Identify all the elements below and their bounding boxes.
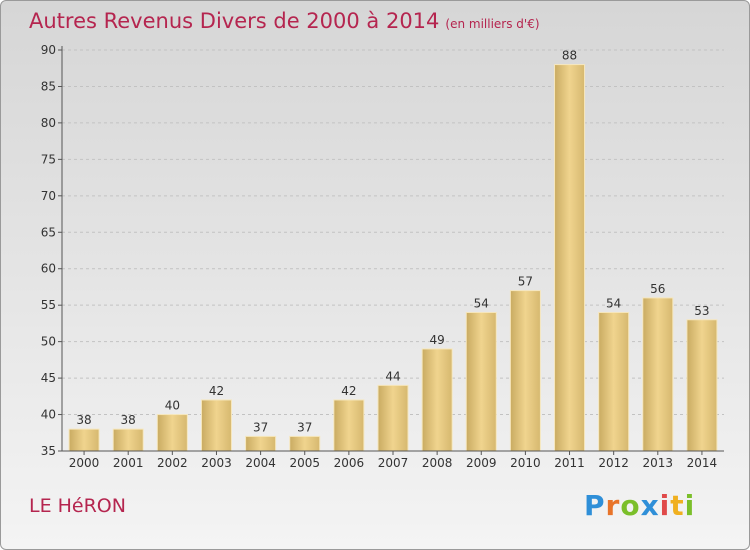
bar <box>509 290 541 452</box>
bar <box>289 435 321 452</box>
data-label: 40 <box>165 399 180 413</box>
x-tick-label: 2004 <box>245 456 276 470</box>
x-tick-label: 2007 <box>378 456 409 470</box>
unit-text: (en milliers d'€) <box>445 17 540 31</box>
title-text: Autres Revenus Divers de 2000 à 2014 <box>29 9 440 33</box>
data-label: 54 <box>474 296 489 310</box>
bar <box>686 319 718 452</box>
x-tick-label: 2001 <box>113 456 144 470</box>
y-tick-label: 85 <box>41 79 56 93</box>
bar <box>200 399 232 452</box>
x-tick-label: 2008 <box>422 456 453 470</box>
x-tick-label: 2005 <box>289 456 320 470</box>
x-tick-label: 2014 <box>687 456 718 470</box>
y-tick-label: 35 <box>41 444 56 458</box>
logo-letter: i <box>684 489 696 522</box>
x-tick-label: 2002 <box>157 456 188 470</box>
chart-title: Autres Revenus Divers de 2000 à 2014 (en … <box>29 9 540 33</box>
y-tick-label: 75 <box>41 152 56 166</box>
logo-letter: o <box>620 489 641 522</box>
y-tick-label: 80 <box>41 116 56 130</box>
x-tick-label: 2010 <box>510 456 541 470</box>
x-tick-label: 2006 <box>334 456 365 470</box>
data-label: 54 <box>606 296 621 310</box>
place-name: LE HéRON <box>29 495 126 517</box>
y-tick-label: 45 <box>41 371 56 385</box>
bars: 38 38 40 42 37 37 42 44 49 54 57 88 54 56 53 <box>68 49 718 452</box>
logo-letter: P <box>584 489 606 522</box>
data-label: 44 <box>385 369 400 383</box>
bar <box>333 399 365 452</box>
x-tick-label: 2000 <box>69 456 100 470</box>
data-label: 38 <box>76 413 91 427</box>
bar <box>465 311 497 452</box>
x-tick-label: 2012 <box>598 456 629 470</box>
bar <box>377 384 409 452</box>
data-label: 56 <box>650 282 665 296</box>
data-label: 42 <box>341 384 356 398</box>
bar <box>112 428 144 452</box>
bar <box>156 414 188 452</box>
bar <box>554 64 586 452</box>
bar <box>421 348 453 452</box>
logo-letter: r <box>605 489 621 522</box>
data-label: 42 <box>209 384 224 398</box>
bar <box>245 435 277 452</box>
y-tick-label: 65 <box>41 225 56 239</box>
logo-letter: i <box>659 489 671 522</box>
data-label: 57 <box>518 275 533 289</box>
x-tick-label: 2013 <box>643 456 674 470</box>
y-tick-label: 70 <box>41 189 56 203</box>
axes: 35 40 45 50 55 60 65 70 75 80 85 90 2000 2001 2002 2003… <box>41 43 724 470</box>
y-tick-label: 40 <box>41 408 56 422</box>
data-label: 88 <box>562 49 577 63</box>
x-tick-label: 2003 <box>201 456 232 470</box>
y-tick-label: 90 <box>41 43 56 57</box>
x-tick-label: 2011 <box>554 456 585 470</box>
data-label: 49 <box>429 333 444 347</box>
data-label: 38 <box>121 413 136 427</box>
bar <box>68 428 100 452</box>
logo-letter: t <box>670 489 685 522</box>
data-label: 37 <box>297 420 312 434</box>
x-tick-label: 2009 <box>466 456 497 470</box>
data-label: 37 <box>253 420 268 434</box>
bar <box>642 297 674 452</box>
y-tick-label: 50 <box>41 335 56 349</box>
proxiti-logo[interactable]: Proxiti <box>584 489 695 522</box>
bar <box>598 311 630 452</box>
logo-letter: x <box>640 489 660 522</box>
y-tick-label: 55 <box>41 298 56 312</box>
y-tick-label: 60 <box>41 262 56 276</box>
data-label: 53 <box>694 304 709 318</box>
